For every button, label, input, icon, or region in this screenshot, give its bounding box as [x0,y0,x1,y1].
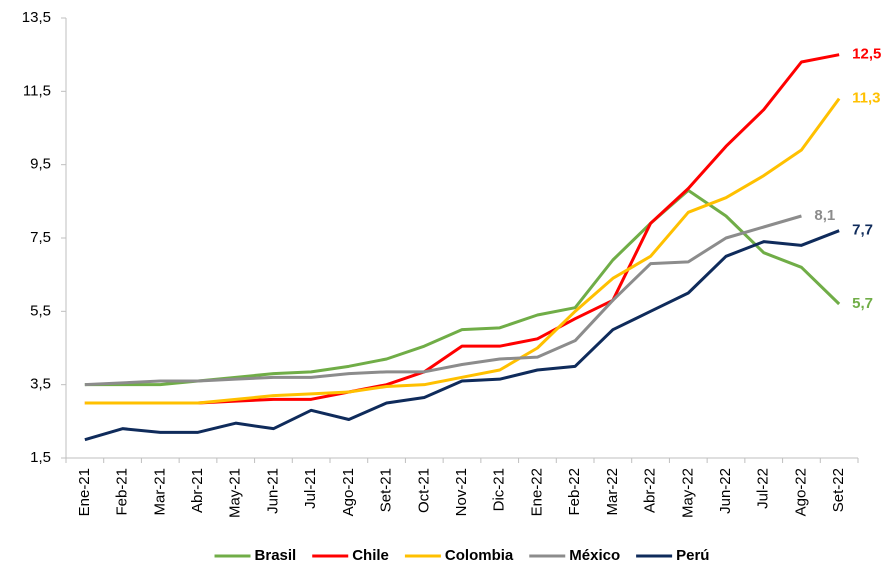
x-tick-label: Abr-21 [189,468,206,513]
series-line [84,229,840,442]
series-line [84,188,841,387]
x-tick-label: Oct-21 [415,468,432,513]
y-tick-label: 3,5 [30,376,51,393]
series-line [84,97,841,405]
x-tick-label: Set-22 [830,468,847,512]
x-tick-label: Ene-22 [528,468,545,516]
series-line [84,53,840,405]
x-tick-label: May-22 [679,468,696,518]
value-label: 7,7 [852,222,873,239]
value-label: 11,3 [852,90,880,107]
legend: Brasil Chile Colombia México Perú [214,547,709,564]
x-tick-label: May-21 [227,468,244,518]
x-tick-label: Nov-21 [453,468,470,516]
x-tick-label: Jul-21 [302,468,319,509]
y-tick-label: 9,5 [30,156,51,173]
y-tick-label: 13,5 [22,9,51,26]
legend-label: México [569,547,620,564]
x-tick-label: Abr-22 [642,468,659,513]
x-tick-label: Mar-21 [151,468,168,516]
series-line [84,214,802,387]
x-tick-label: Feb-21 [114,468,131,516]
value-label: 12,5 [852,46,881,63]
y-tick-label: 1,5 [30,449,51,466]
value-label: 8,1 [814,207,835,224]
x-tick-label: Set-21 [378,468,395,512]
x-tick-label: Dic-21 [491,468,508,511]
legend-label: Brasil [255,547,297,564]
x-tick-label: Feb-22 [566,468,583,516]
x-tick-label: Jul-22 [755,468,772,509]
legend-label: Chile [352,547,389,564]
x-tick-label: Ago-21 [340,468,357,516]
y-tick-label: 5,5 [30,302,51,319]
x-tick-label: Ago-22 [792,468,809,516]
legend-label: Perú [676,547,709,564]
value-label: 5,7 [852,295,873,312]
x-tick-label: Ene-21 [76,468,93,516]
y-tick-label: 11,5 [23,82,51,99]
y-tick-label: 7,5 [30,229,51,246]
x-tick-label: Mar-22 [604,468,621,516]
legend-label: Colombia [445,547,514,564]
x-tick-label: Jun-21 [264,468,281,514]
x-tick-label: Jun-22 [717,468,734,514]
